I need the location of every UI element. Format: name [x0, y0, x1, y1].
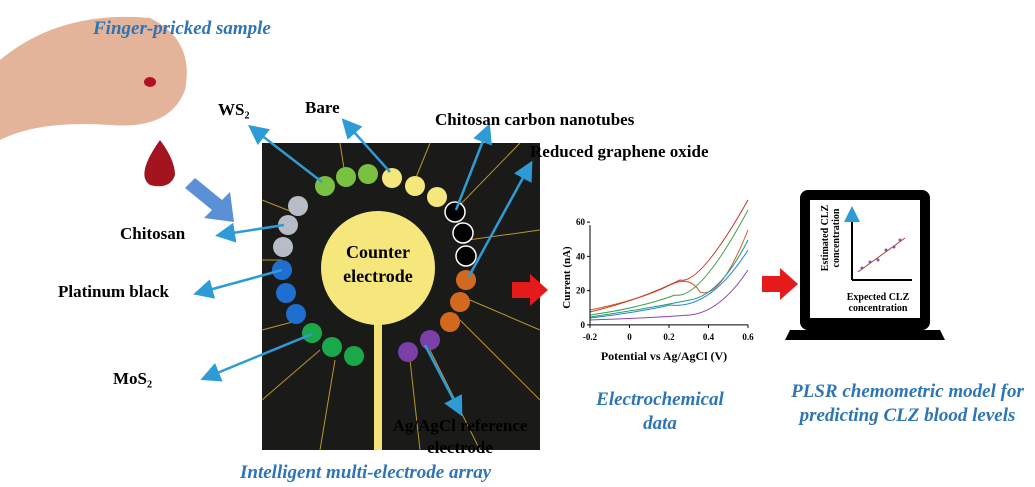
x-tick-label: 0.6: [742, 332, 754, 342]
x-axis-label: Potential vs Ag/AgCl (V): [601, 349, 727, 363]
label: MoS₂: [113, 369, 152, 389]
model-label: PLSR chemometric model for predicting CL…: [785, 380, 1030, 428]
curves: [590, 200, 748, 320]
counter-label: Counter electrode: [333, 240, 423, 288]
label: Ag/AgCl reference electrode: [385, 415, 535, 459]
electrode: [427, 187, 447, 207]
electrode: [453, 223, 473, 243]
electrode: [344, 346, 364, 366]
electrode: [456, 246, 476, 266]
laptop: [785, 190, 945, 340]
x-tick-label: 0.2: [663, 332, 675, 342]
electrode: [288, 196, 308, 216]
y-axis-label: Current (nA): [561, 246, 573, 309]
electrochem-label: Electrochemical data: [585, 388, 735, 436]
label: Reduced graphene oxide: [530, 142, 709, 162]
y-tick-label: 40: [576, 251, 586, 261]
laptop-x-label: Expected CLZ concentration: [838, 292, 918, 314]
electrode: [440, 312, 460, 332]
plot: 0 20 40 60 -0.2 0 0.2 0.4 0.6 Current (nA) Potenti…: [561, 200, 754, 363]
electrode: [273, 237, 293, 257]
electrode: [302, 323, 322, 343]
sample-label: Finger-pricked sample: [93, 18, 271, 40]
y-tick-label: 0: [581, 320, 586, 330]
electrode: [358, 164, 378, 184]
electrode: [286, 304, 306, 324]
x-tick-label: -0.2: [583, 332, 598, 342]
arrow: [762, 268, 798, 300]
electrode: [445, 202, 465, 222]
label: Platinum black: [58, 282, 169, 302]
electrode: [336, 167, 356, 187]
electrode: [456, 270, 476, 290]
electrode: [322, 337, 342, 357]
label: Bare: [305, 98, 340, 118]
x-tick-label: 0.4: [703, 332, 715, 342]
page: 0 20 40 60 -0.2 0 0.2 0.4 0.6 Current (nA) Potenti…: [0, 0, 1035, 487]
laptop-y-label: Estimated CLZ concentration: [820, 198, 842, 278]
electrode: [450, 292, 470, 312]
electrode: [276, 283, 296, 303]
arrow: [185, 178, 234, 222]
y-tick-label: 20: [576, 286, 586, 296]
electrode: [420, 330, 440, 350]
electrode: [382, 168, 402, 188]
array-title: Intelligent multi-electrode array: [240, 462, 491, 484]
electrode: [405, 176, 425, 196]
electrode: [398, 342, 418, 362]
blood-drop: [144, 140, 175, 186]
label: Chitosan: [120, 224, 185, 244]
label: WS₂: [218, 100, 250, 120]
y-tick-label: 60: [576, 217, 586, 227]
x-tick-label: 0: [627, 332, 632, 342]
label: Chitosan carbon nanotubes: [435, 110, 634, 130]
